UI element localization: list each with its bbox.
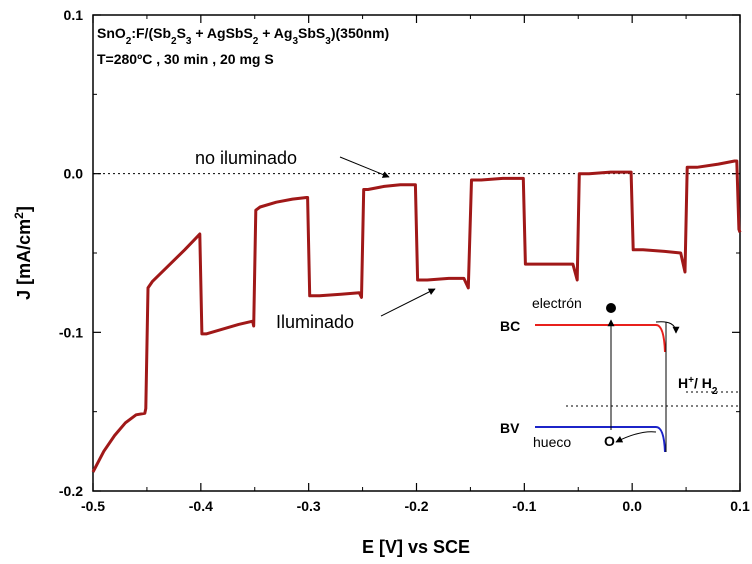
x-tick-label: -0.3 xyxy=(297,498,321,514)
axis-ticks xyxy=(92,14,741,492)
x-tick-label: 0.1 xyxy=(730,498,750,514)
band-diagram-inset: BC BV electrón hueco O H+/ H2 xyxy=(500,295,740,453)
sample-label-line2: T=280ºC , 30 min , 20 mg S xyxy=(97,51,274,67)
valence-band-line xyxy=(535,426,666,453)
light-label: Iluminado xyxy=(276,312,354,332)
electron-transfer-arrow xyxy=(655,321,680,334)
bc-label: BC xyxy=(500,318,520,334)
y-tick-label: 0.1 xyxy=(64,7,84,23)
sample-label-line1: SnO2:F/(Sb2S3 + AgSbS2 + Ag3SbS3)(350nm) xyxy=(97,25,389,47)
dark-label: no iluminado xyxy=(195,148,297,168)
y-tick-label: -0.1 xyxy=(59,324,83,340)
y-tick-label: -0.2 xyxy=(59,483,83,499)
electron-label: electrón xyxy=(532,295,582,311)
x-tick-label: -0.5 xyxy=(81,498,105,514)
conduction-band-line xyxy=(535,324,666,353)
x-axis-title: E [V] vs SCE xyxy=(362,537,470,557)
y-tick-label: 0.0 xyxy=(64,166,84,182)
hole-transfer-arrow xyxy=(615,431,657,443)
y-axis-title: J [mA/cm2] xyxy=(12,206,34,300)
dark-label-arrow xyxy=(339,156,390,178)
x-tick-label: -0.2 xyxy=(404,498,428,514)
tick-labels: -0.5 -0.4 -0.3 -0.2 -0.1 0.0 0.1 0.1 0.0 -0.1 -0.2 xyxy=(59,7,750,514)
electron-dot xyxy=(606,303,616,313)
x-tick-label: -0.4 xyxy=(189,498,213,514)
hole-label: hueco xyxy=(533,434,571,450)
x-tick-label: -0.1 xyxy=(512,498,536,514)
light-label-arrow xyxy=(380,288,436,317)
bv-label: BV xyxy=(500,420,520,436)
redox-couple-label: H+/ H2 xyxy=(678,375,718,397)
hole-symbol: O xyxy=(604,433,615,449)
x-tick-label: 0.0 xyxy=(622,498,642,514)
series-line xyxy=(91,159,742,473)
